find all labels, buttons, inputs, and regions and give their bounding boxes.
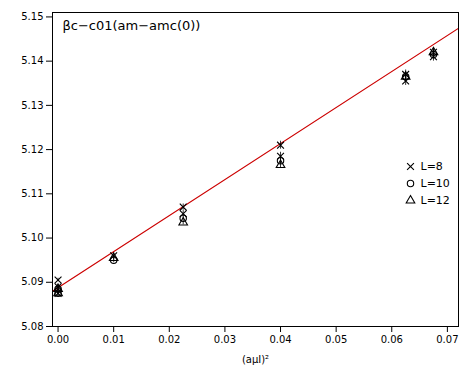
svg-text:0.01: 0.01 bbox=[103, 334, 125, 345]
svg-text:0.07: 0.07 bbox=[436, 334, 458, 345]
svg-text:5.09: 5.09 bbox=[21, 276, 43, 287]
svg-text:5.08: 5.08 bbox=[21, 321, 43, 332]
svg-text:0.03: 0.03 bbox=[214, 334, 236, 345]
svg-text:5.13: 5.13 bbox=[21, 100, 43, 111]
svg-text:0.00: 0.00 bbox=[47, 334, 69, 345]
svg-text:(aμI)²: (aμI)² bbox=[242, 354, 269, 365]
svg-text:0.04: 0.04 bbox=[269, 334, 291, 345]
svg-text:L=10: L=10 bbox=[421, 177, 450, 190]
svg-text:0.06: 0.06 bbox=[381, 334, 403, 345]
svg-text:L=12: L=12 bbox=[421, 194, 450, 207]
svg-text:5.15: 5.15 bbox=[21, 11, 43, 22]
svg-text:5.14: 5.14 bbox=[21, 55, 43, 66]
svg-text:L=8: L=8 bbox=[421, 160, 443, 173]
svg-text:βc−c01(am−amc(0)): βc−c01(am−amc(0)) bbox=[63, 18, 201, 33]
svg-text:0.02: 0.02 bbox=[158, 334, 180, 345]
svg-text:5.10: 5.10 bbox=[21, 232, 43, 243]
svg-text:5.11: 5.11 bbox=[21, 188, 43, 199]
svg-text:0.05: 0.05 bbox=[325, 334, 347, 345]
svg-text:5.12: 5.12 bbox=[21, 144, 43, 155]
